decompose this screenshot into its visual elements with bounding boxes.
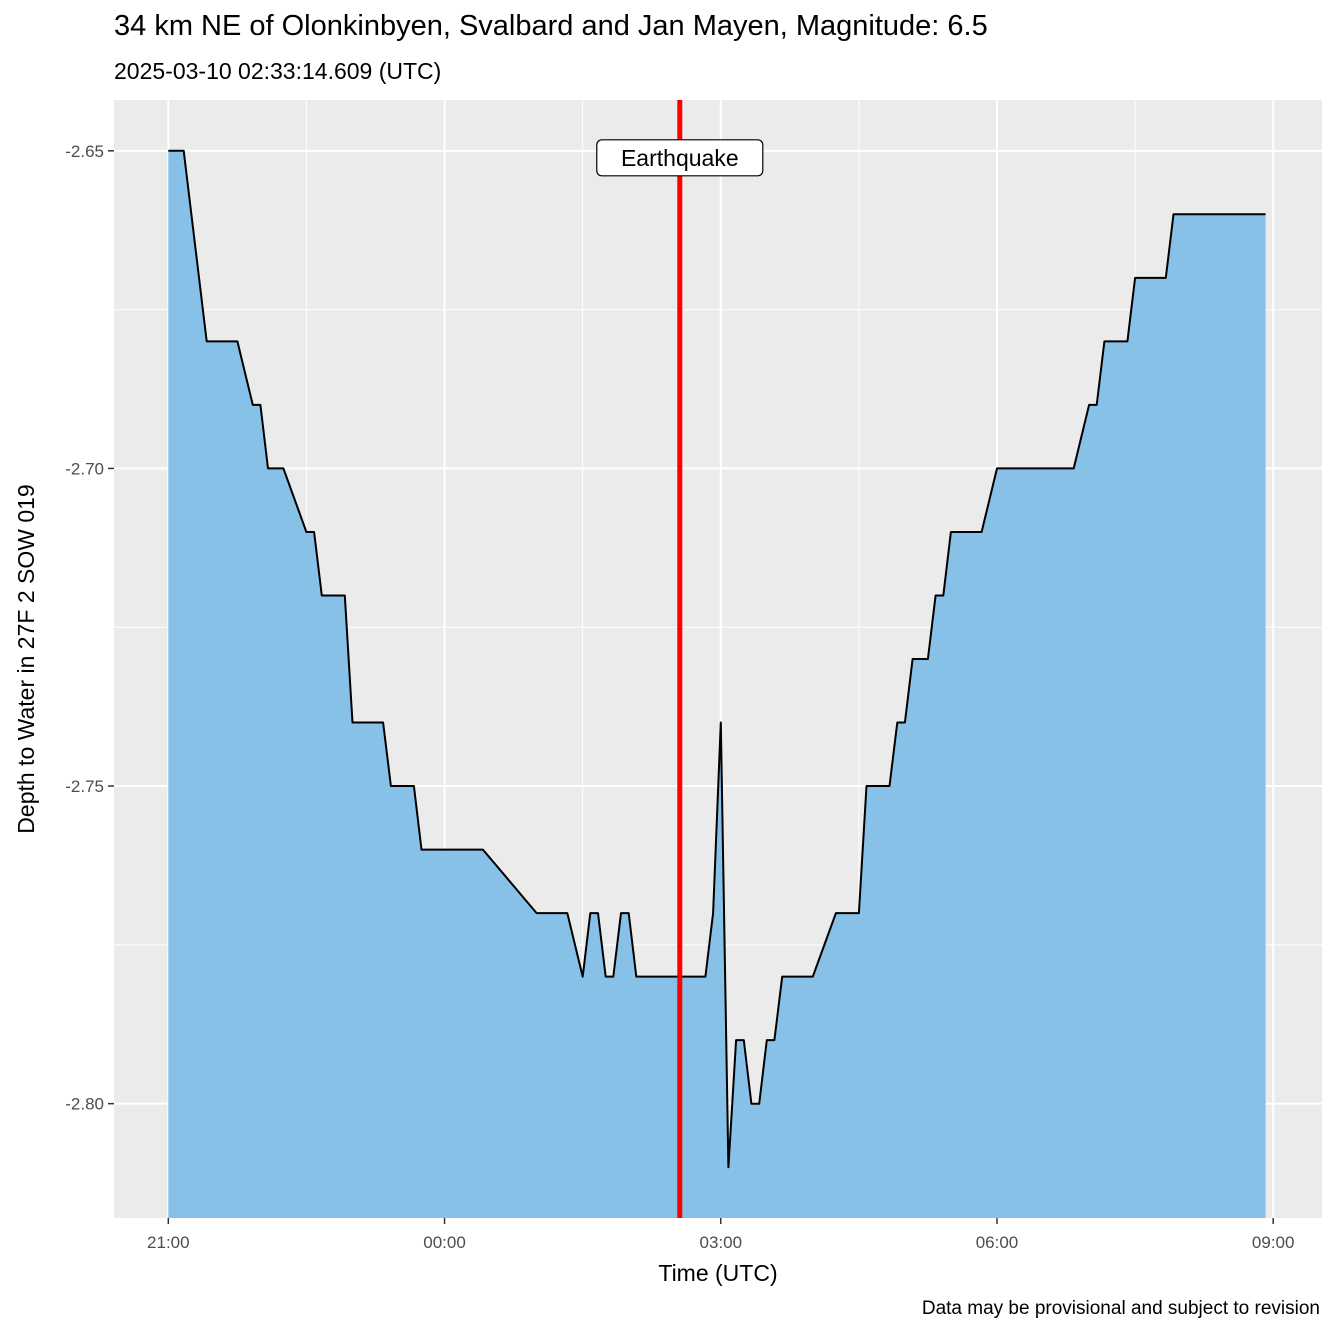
y-tick-label: -2.70 (65, 459, 104, 478)
x-tick-label: 21:00 (147, 1233, 190, 1252)
earthquake-label: Earthquake (596, 139, 764, 177)
chart-caption: Data may be provisional and subject to r… (921, 1298, 1320, 1319)
chart-title: 34 km NE of Olonkinbyen, Svalbard and Ja… (114, 10, 988, 42)
depth-area-fill (168, 150, 1266, 1218)
x-axis: 21:00 00:00 03:00 06:00 09:00 (147, 1218, 1294, 1252)
x-tick-label: 06:00 (976, 1233, 1019, 1252)
y-axis: -2.65 -2.70 -2.75 -2.80 (65, 142, 114, 1114)
earthquake-label-box (596, 139, 764, 177)
x-tick-label: 03:00 (699, 1233, 742, 1252)
x-axis-title: Time (UTC) (658, 1260, 777, 1286)
y-tick-label: -2.80 (65, 1095, 104, 1114)
x-tick-label: 09:00 (1252, 1233, 1295, 1252)
depth-series-line (168, 149, 1266, 1169)
y-tick-label: -2.65 (65, 142, 104, 161)
y-axis-title: Depth to Water in 27F 2 SOW 019 (13, 484, 39, 833)
x-tick-label: 00:00 (423, 1233, 466, 1252)
earthquake-label-text: Earthquake (621, 145, 739, 171)
chart-subtitle: 2025-03-10 02:33:14.609 (UTC) (114, 58, 442, 84)
y-tick-label: -2.75 (65, 777, 104, 796)
